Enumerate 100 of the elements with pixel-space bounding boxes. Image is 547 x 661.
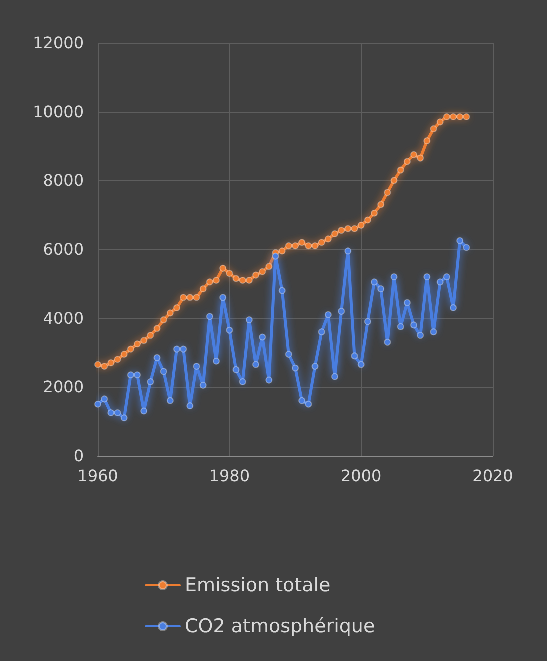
point — [351, 352, 358, 360]
point — [186, 402, 194, 410]
point — [318, 328, 326, 336]
point — [140, 408, 148, 415]
point — [285, 350, 292, 358]
point — [120, 350, 128, 358]
point — [410, 322, 418, 329]
point — [364, 318, 372, 326]
point — [378, 201, 385, 208]
point — [174, 304, 180, 312]
point — [358, 222, 365, 229]
x-tick-label: 1960 — [78, 466, 118, 486]
point — [134, 372, 141, 379]
point — [166, 310, 174, 317]
point — [450, 304, 457, 312]
point — [292, 242, 299, 250]
point — [147, 332, 154, 340]
point — [120, 414, 128, 422]
point — [101, 363, 108, 370]
point — [292, 364, 299, 372]
point — [246, 316, 253, 324]
legend-label: CO2 atmosphérique — [185, 616, 376, 638]
point — [134, 340, 141, 348]
point — [180, 294, 188, 302]
point — [430, 126, 438, 133]
point — [358, 361, 365, 368]
point — [371, 278, 378, 286]
point — [371, 210, 378, 217]
point — [94, 361, 102, 368]
x-tick-label: 2000 — [340, 466, 382, 486]
point — [417, 154, 424, 162]
point — [298, 397, 306, 404]
point — [114, 409, 122, 416]
point — [397, 323, 404, 330]
y-tick-label: 2000 — [43, 378, 84, 397]
point — [252, 272, 260, 279]
point — [259, 268, 266, 276]
point — [140, 337, 148, 344]
point — [154, 325, 161, 332]
point — [278, 248, 286, 255]
point — [378, 286, 385, 293]
point — [424, 274, 431, 281]
point — [397, 166, 404, 174]
point — [108, 360, 115, 367]
x-tick-label: 1980 — [209, 466, 250, 486]
point — [114, 356, 122, 364]
point — [160, 368, 168, 376]
point — [200, 286, 207, 293]
point — [338, 227, 346, 234]
point — [160, 316, 168, 324]
point — [252, 361, 260, 368]
point — [390, 177, 398, 184]
point — [318, 239, 326, 246]
point — [305, 400, 312, 408]
point — [390, 274, 398, 281]
point — [213, 276, 220, 284]
point — [94, 400, 102, 408]
y-tick-label: 12000 — [33, 34, 84, 52]
point — [351, 225, 358, 232]
point — [259, 334, 266, 341]
point — [324, 236, 332, 243]
point — [166, 397, 174, 404]
point — [344, 225, 352, 232]
point — [338, 308, 346, 315]
point — [417, 332, 424, 340]
point — [443, 274, 450, 281]
legend-label: Emission totale — [185, 574, 331, 596]
point — [147, 378, 154, 386]
point — [404, 299, 411, 306]
point — [298, 239, 306, 246]
point — [430, 328, 438, 336]
point — [324, 311, 332, 318]
point — [239, 378, 246, 386]
point — [463, 244, 470, 252]
y-tick-label: 6000 — [43, 240, 84, 259]
point — [332, 230, 338, 238]
point — [364, 216, 372, 224]
point — [226, 326, 234, 334]
point — [232, 366, 240, 374]
point — [239, 276, 246, 284]
point — [463, 113, 470, 120]
point — [424, 138, 431, 145]
point — [226, 270, 234, 278]
point — [180, 346, 188, 353]
y-tick-label: 4000 — [43, 308, 84, 328]
point — [384, 338, 392, 346]
point — [108, 409, 115, 416]
point — [384, 189, 392, 196]
point — [312, 242, 319, 250]
point — [101, 396, 108, 403]
point — [305, 242, 312, 250]
y-tick-label: 8000 — [43, 171, 84, 190]
point — [127, 346, 134, 353]
point — [220, 294, 227, 302]
point — [272, 252, 280, 260]
point — [154, 354, 161, 362]
point — [443, 113, 450, 120]
y-tick-label: 0 — [74, 446, 84, 466]
point — [344, 248, 352, 255]
x-tick-label: 2020 — [472, 466, 514, 486]
